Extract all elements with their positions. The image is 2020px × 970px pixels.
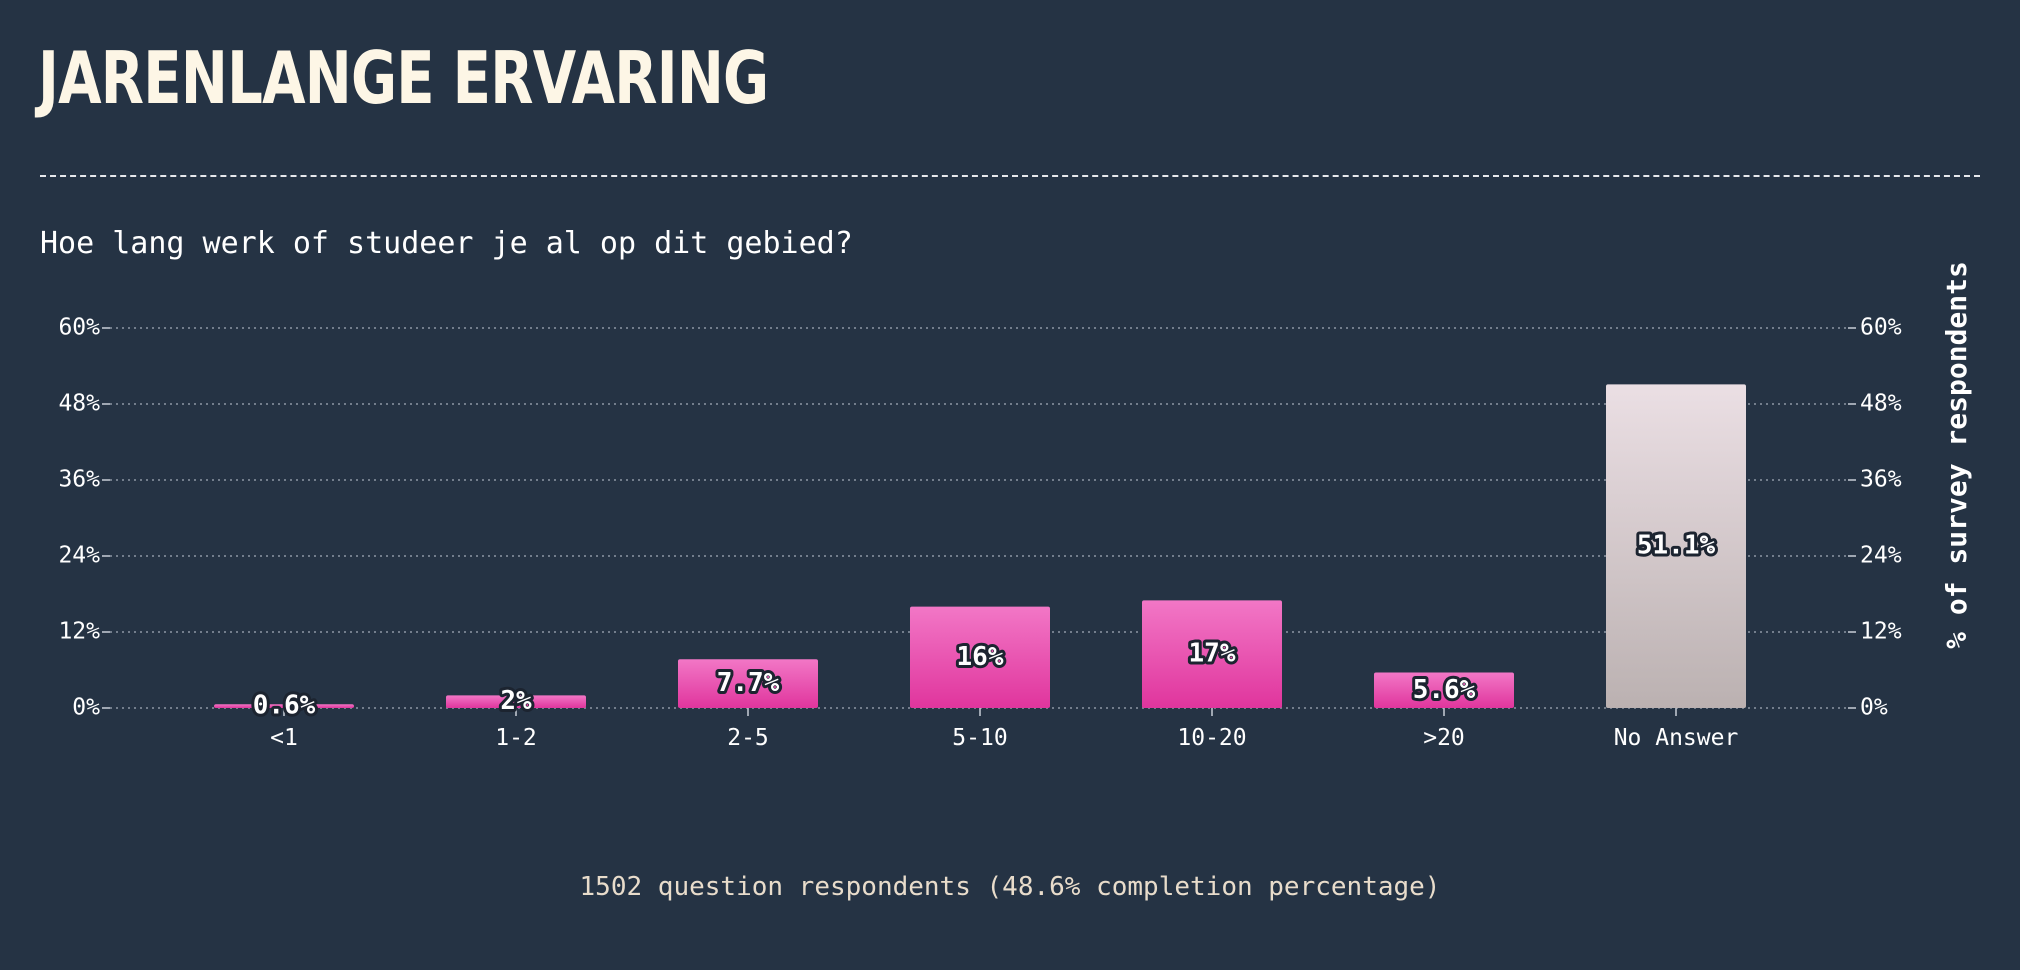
x-tick-label: <1 xyxy=(270,725,298,751)
x-tick-label: 10-20 xyxy=(1177,725,1246,751)
y-tick-label-left: 0% xyxy=(72,695,100,721)
bar-no-answer xyxy=(1606,384,1746,708)
data-label: 0.6% xyxy=(253,691,316,721)
question-text: Hoe lang werk of studeer je al op dit ge… xyxy=(40,226,853,261)
bar--1 xyxy=(214,704,354,708)
y-tick-label-left: 48% xyxy=(58,391,100,417)
x-tick-label: 5-10 xyxy=(952,725,1007,751)
data-label: 5.6% xyxy=(1413,675,1476,705)
page-title: JARENLANGE ERVARING xyxy=(38,36,769,120)
divider xyxy=(40,175,1980,177)
bar--20 xyxy=(1374,672,1514,708)
y-tick-label-left: 60% xyxy=(58,315,100,341)
data-label: 7.7% xyxy=(717,668,780,698)
bar-10-20 xyxy=(1142,600,1282,708)
data-label: 17% xyxy=(1189,639,1236,669)
y-tick-label-right: 12% xyxy=(1860,619,1902,645)
x-tick-label: 2-5 xyxy=(727,725,769,751)
respondents-footer: 1502 question respondents (48.6% complet… xyxy=(579,872,1441,902)
bar-5-10 xyxy=(910,606,1050,708)
y-tick-label-right: 24% xyxy=(1860,543,1902,569)
data-label: 51.1% xyxy=(1637,531,1716,561)
x-tick-label: >20 xyxy=(1423,725,1465,751)
y-tick-label-right: 48% xyxy=(1860,391,1902,417)
x-tick-label: 1-2 xyxy=(495,725,537,751)
y-tick-label-left: 12% xyxy=(58,619,100,645)
bar-1-2 xyxy=(446,695,586,708)
y-tick-label-right: 36% xyxy=(1860,467,1902,493)
data-label: 2% xyxy=(500,686,532,716)
y-tick-label-left: 36% xyxy=(58,467,100,493)
y-axis-label: % of survey respondents xyxy=(1940,261,1973,649)
y-tick-label-right: 0% xyxy=(1860,695,1888,721)
data-label: 16% xyxy=(957,642,1004,672)
bar-2-5 xyxy=(678,659,818,708)
x-tick-label: No Answer xyxy=(1614,725,1739,751)
y-tick-label-right: 60% xyxy=(1860,315,1902,341)
y-tick-label-left: 24% xyxy=(58,543,100,569)
